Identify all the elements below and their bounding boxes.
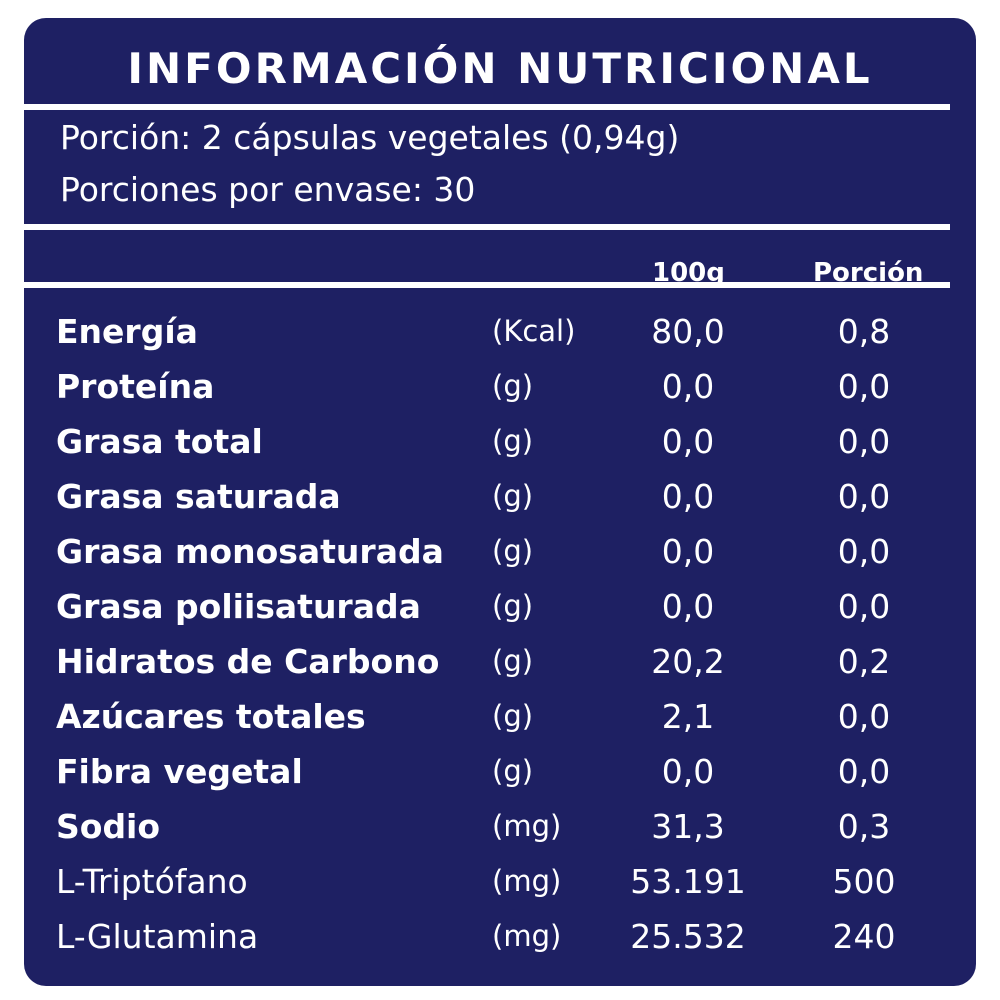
value-per-portion: 500	[832, 862, 896, 901]
value-per-portion: 0,0	[837, 532, 891, 571]
nutrient-name: Proteína	[56, 367, 215, 406]
value-per-100g: 80,0	[651, 312, 725, 351]
nutrient-unit: (g)	[492, 589, 534, 623]
value-per-portion: 0,0	[837, 752, 891, 791]
nutrient-name: L-Glutamina	[56, 917, 259, 956]
nutrient-unit: (g)	[492, 479, 534, 513]
nutrient-unit: (g)	[492, 699, 534, 733]
value-per-portion: 0,0	[837, 587, 891, 626]
serving-size: Porción: 2 cápsulas vegetales (0,94g)	[60, 118, 680, 157]
nutrition-facts-panel: INFORMACIÓN NUTRICIONAL Porción: 2 cápsu…	[24, 18, 976, 986]
nutrient-unit: (mg)	[492, 809, 562, 843]
value-per-100g: 25.532	[630, 917, 746, 956]
table-row: L-Glutamina (mg) 25.532 240	[24, 909, 976, 964]
table-row: L-Triptófano (mg) 53.191 500	[24, 854, 976, 909]
nutrient-unit: (Kcal)	[492, 314, 576, 348]
nutrient-name: Sodio	[56, 807, 161, 846]
value-per-portion: 0,0	[837, 697, 891, 736]
table-row: Proteína (g) 0,0 0,0	[24, 359, 976, 414]
value-per-100g: 0,0	[661, 532, 715, 571]
value-per-portion: 0,2	[837, 642, 891, 681]
table-row: Grasa monosaturada (g) 0,0 0,0	[24, 524, 976, 579]
value-per-100g: 0,0	[661, 477, 715, 516]
value-per-100g: 0,0	[661, 367, 715, 406]
value-per-portion: 0,8	[837, 312, 891, 351]
nutrient-name: Azúcares totales	[56, 697, 366, 736]
table-row: Azúcares totales (g) 2,1 0,0	[24, 689, 976, 744]
nutrient-name: Hidratos de Carbono	[56, 642, 440, 681]
nutrient-unit: (g)	[492, 644, 534, 678]
nutrient-unit: (g)	[492, 424, 534, 458]
value-per-100g: 0,0	[661, 422, 715, 461]
panel-title: INFORMACIÓN NUTRICIONAL	[127, 44, 873, 93]
table-row: Grasa poliisaturada (g) 0,0 0,0	[24, 579, 976, 634]
nutrient-unit: (mg)	[492, 864, 562, 898]
nutrient-name: Grasa monosaturada	[56, 532, 444, 571]
value-per-portion: 240	[832, 917, 896, 956]
value-per-100g: 2,1	[661, 697, 715, 736]
value-per-100g: 31,3	[651, 807, 725, 846]
nutrient-name: Energía	[56, 312, 198, 351]
value-per-100g: 20,2	[651, 642, 725, 681]
servings-per-container: Porciones por envase: 30	[60, 170, 476, 209]
value-per-portion: 0,0	[837, 367, 891, 406]
table-row: Hidratos de Carbono (g) 20,2 0,2	[24, 634, 976, 689]
table-row: Grasa saturada (g) 0,0 0,0	[24, 469, 976, 524]
value-per-100g: 0,0	[661, 587, 715, 626]
nutrient-unit: (g)	[492, 534, 534, 568]
serving-divider	[24, 224, 950, 230]
title-divider	[24, 104, 950, 110]
table-row: Fibra vegetal (g) 0,0 0,0	[24, 744, 976, 799]
table-row: Sodio (mg) 31,3 0,3	[24, 799, 976, 854]
nutrient-unit: (g)	[492, 754, 534, 788]
value-per-portion: 0,3	[837, 807, 891, 846]
value-per-portion: 0,0	[837, 477, 891, 516]
value-per-100g: 53.191	[630, 862, 746, 901]
nutrient-unit: (mg)	[492, 919, 562, 953]
nutrient-name: Grasa saturada	[56, 477, 341, 516]
value-per-100g: 0,0	[661, 752, 715, 791]
nutrient-name: Fibra vegetal	[56, 752, 303, 791]
value-per-portion: 0,0	[837, 422, 891, 461]
header-divider	[24, 282, 950, 288]
nutrient-unit: (g)	[492, 369, 534, 403]
nutrient-name: Grasa total	[56, 422, 263, 461]
table-row: Energía (Kcal) 80,0 0,8	[24, 304, 976, 359]
nutrient-name: L-Triptófano	[56, 862, 248, 901]
table-row: Grasa total (g) 0,0 0,0	[24, 414, 976, 469]
nutrient-name: Grasa poliisaturada	[56, 587, 421, 626]
